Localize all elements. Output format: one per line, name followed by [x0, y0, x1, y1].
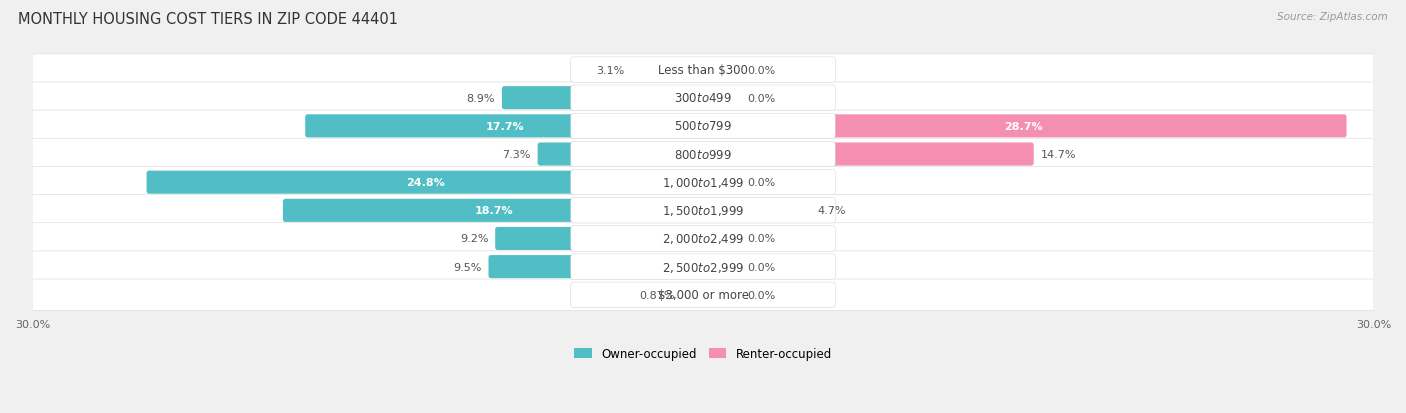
Text: 0.0%: 0.0%: [748, 65, 776, 76]
FancyBboxPatch shape: [31, 83, 1375, 114]
Text: 4.7%: 4.7%: [817, 206, 845, 216]
FancyBboxPatch shape: [571, 142, 835, 167]
FancyBboxPatch shape: [502, 87, 706, 110]
FancyBboxPatch shape: [488, 256, 706, 278]
FancyBboxPatch shape: [571, 86, 835, 111]
Text: 9.2%: 9.2%: [460, 234, 488, 244]
FancyBboxPatch shape: [571, 170, 835, 195]
FancyBboxPatch shape: [700, 228, 738, 250]
FancyBboxPatch shape: [571, 282, 835, 308]
Text: $2,500 to $2,999: $2,500 to $2,999: [662, 260, 744, 274]
FancyBboxPatch shape: [682, 284, 706, 306]
Text: $300 to $499: $300 to $499: [673, 92, 733, 105]
FancyBboxPatch shape: [571, 114, 835, 139]
Text: 7.3%: 7.3%: [502, 150, 531, 160]
Text: 0.0%: 0.0%: [748, 262, 776, 272]
FancyBboxPatch shape: [495, 228, 706, 250]
Text: 18.7%: 18.7%: [475, 206, 513, 216]
FancyBboxPatch shape: [700, 59, 738, 82]
Text: 24.8%: 24.8%: [406, 178, 446, 188]
FancyBboxPatch shape: [31, 55, 1375, 86]
FancyBboxPatch shape: [537, 143, 706, 166]
FancyBboxPatch shape: [31, 111, 1375, 142]
Text: Source: ZipAtlas.com: Source: ZipAtlas.com: [1277, 12, 1388, 22]
FancyBboxPatch shape: [700, 199, 810, 222]
FancyBboxPatch shape: [146, 171, 706, 194]
Text: $3,000 or more: $3,000 or more: [658, 289, 748, 301]
Text: 0.0%: 0.0%: [748, 178, 776, 188]
FancyBboxPatch shape: [700, 115, 1347, 138]
Text: $2,000 to $2,499: $2,000 to $2,499: [662, 232, 744, 246]
FancyBboxPatch shape: [571, 58, 835, 83]
FancyBboxPatch shape: [31, 195, 1375, 227]
FancyBboxPatch shape: [31, 251, 1375, 283]
Text: $800 to $999: $800 to $999: [673, 148, 733, 161]
FancyBboxPatch shape: [631, 59, 706, 82]
FancyBboxPatch shape: [700, 87, 738, 110]
Text: Less than $300: Less than $300: [658, 64, 748, 77]
Text: 9.5%: 9.5%: [453, 262, 482, 272]
FancyBboxPatch shape: [700, 143, 1033, 166]
Legend: Owner-occupied, Renter-occupied: Owner-occupied, Renter-occupied: [569, 342, 837, 365]
FancyBboxPatch shape: [31, 167, 1375, 199]
Text: 0.87%: 0.87%: [640, 290, 675, 300]
Text: 28.7%: 28.7%: [1004, 121, 1043, 132]
Text: 14.7%: 14.7%: [1040, 150, 1076, 160]
Text: 3.1%: 3.1%: [596, 65, 624, 76]
Text: 8.9%: 8.9%: [467, 93, 495, 104]
FancyBboxPatch shape: [571, 198, 835, 223]
FancyBboxPatch shape: [571, 226, 835, 252]
Text: 0.0%: 0.0%: [748, 93, 776, 104]
FancyBboxPatch shape: [571, 254, 835, 280]
Text: MONTHLY HOUSING COST TIERS IN ZIP CODE 44401: MONTHLY HOUSING COST TIERS IN ZIP CODE 4…: [18, 12, 398, 27]
Text: $500 to $799: $500 to $799: [673, 120, 733, 133]
FancyBboxPatch shape: [31, 139, 1375, 171]
FancyBboxPatch shape: [700, 284, 738, 306]
FancyBboxPatch shape: [31, 279, 1375, 311]
Text: 17.7%: 17.7%: [486, 121, 524, 132]
FancyBboxPatch shape: [283, 199, 706, 222]
Text: $1,000 to $1,499: $1,000 to $1,499: [662, 176, 744, 190]
FancyBboxPatch shape: [700, 256, 738, 278]
FancyBboxPatch shape: [305, 115, 706, 138]
FancyBboxPatch shape: [31, 223, 1375, 255]
Text: 0.0%: 0.0%: [748, 290, 776, 300]
FancyBboxPatch shape: [700, 171, 738, 194]
Text: 0.0%: 0.0%: [748, 234, 776, 244]
Text: $1,500 to $1,999: $1,500 to $1,999: [662, 204, 744, 218]
